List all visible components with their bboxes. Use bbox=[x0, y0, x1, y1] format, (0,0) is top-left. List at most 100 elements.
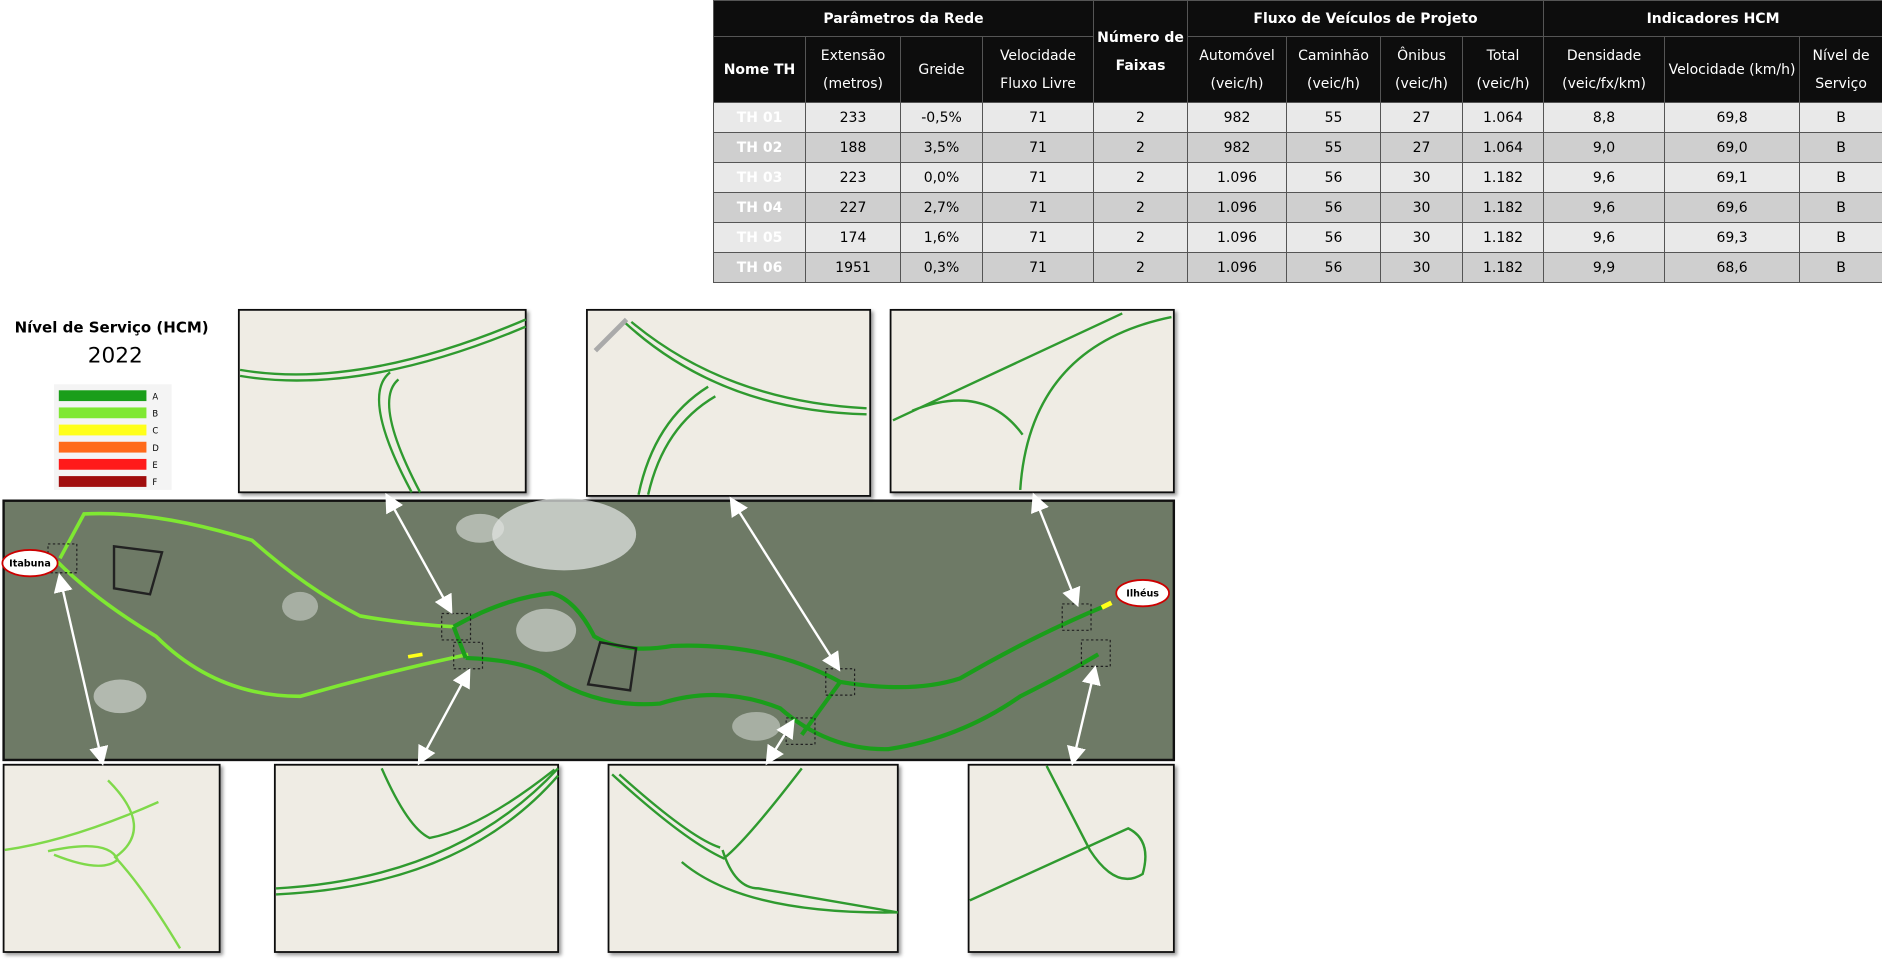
inset bbox=[2, 763, 221, 953]
group-header: Parâmetros da Rede bbox=[712, 0, 1095, 37]
table-cell: 1.182 bbox=[1462, 192, 1545, 223]
row-header: TH 02 bbox=[713, 132, 806, 163]
table-cell: 27 bbox=[1380, 102, 1464, 133]
table-cell: 71 bbox=[981, 102, 1095, 133]
legend-swatch bbox=[58, 441, 147, 453]
row-header: TH 01 bbox=[713, 102, 806, 133]
table-cell: 227 bbox=[805, 192, 901, 223]
table-cell: 2 bbox=[1093, 132, 1189, 163]
results-table: Parâmetros da Rede Número de Faixas Flux… bbox=[712, 0, 1882, 283]
table-row: TH 02 188 3,5% 71 2 982 55 27 1.064 9,0 69,0 B bbox=[713, 132, 1882, 163]
row-header: TH 03 bbox=[713, 162, 806, 193]
column-header: Nome TH bbox=[713, 36, 806, 103]
column-header: Caminhão (veic/h) bbox=[1286, 36, 1382, 103]
table-cell: 2 bbox=[1093, 162, 1189, 193]
cloud bbox=[516, 608, 577, 652]
route-segment bbox=[1100, 600, 1113, 610]
table-cell: 9,6 bbox=[1543, 222, 1666, 253]
table-cell: 69,3 bbox=[1664, 222, 1801, 253]
legend-title: Nível de Serviço (HCM) bbox=[15, 319, 209, 337]
table-cell: 1.064 bbox=[1462, 132, 1545, 163]
table-cell: 8,8 bbox=[1543, 102, 1666, 133]
table-cell: 30 bbox=[1380, 222, 1464, 253]
table-cell: 233 bbox=[805, 102, 901, 133]
legend-label: A bbox=[152, 391, 158, 401]
column-header: Greide bbox=[900, 36, 983, 103]
table-cell: 27 bbox=[1380, 132, 1464, 163]
legend-swatch bbox=[58, 476, 147, 487]
group-header: Fluxo de Veículos de Projeto bbox=[1187, 0, 1545, 37]
urban-streets bbox=[112, 544, 638, 692]
group-header: Indicadores HCM bbox=[1543, 0, 1882, 37]
table-cell: 71 bbox=[981, 252, 1095, 283]
legend-swatch bbox=[58, 407, 147, 419]
city-label: Ilhéus bbox=[1126, 588, 1159, 600]
table-cell: 56 bbox=[1286, 192, 1382, 223]
legend-bg bbox=[54, 384, 172, 490]
cloud bbox=[456, 513, 505, 543]
table-cell: B bbox=[1799, 192, 1882, 223]
cloud bbox=[732, 711, 781, 741]
cloud bbox=[282, 591, 319, 621]
table-cell: 55 bbox=[1286, 102, 1382, 133]
column-header: Total (veic/h) bbox=[1462, 36, 1545, 103]
table-cell: 2,7% bbox=[900, 192, 983, 223]
callout-arrows bbox=[53, 492, 1101, 766]
inset bbox=[607, 763, 899, 953]
table-row: TH 05 174 1,6% 71 2 1.096 56 30 1.182 9,6 69,3 B bbox=[713, 222, 1882, 253]
table-cell: 9,6 bbox=[1543, 192, 1666, 223]
table-cell: 1951 bbox=[805, 252, 901, 283]
inset bbox=[237, 308, 527, 494]
table-cell: 982 bbox=[1187, 132, 1288, 163]
table-cell: 56 bbox=[1286, 252, 1382, 283]
table-cell: 188 bbox=[805, 132, 901, 163]
table-cell: 71 bbox=[981, 222, 1095, 253]
inset bbox=[586, 308, 872, 497]
inset-views bbox=[2, 308, 1175, 953]
table-cell: 71 bbox=[981, 192, 1095, 223]
column-header: Ônibus (veic/h) bbox=[1380, 36, 1464, 103]
table-cell: 2 bbox=[1093, 192, 1189, 223]
legend-label: D bbox=[152, 443, 158, 453]
table-cell: 30 bbox=[1380, 162, 1464, 193]
table-cell: 71 bbox=[981, 162, 1095, 193]
legend-label: B bbox=[152, 408, 158, 418]
table-cell: 71 bbox=[981, 132, 1095, 163]
table-cell: 9,0 bbox=[1543, 132, 1666, 163]
table-cell: 2 bbox=[1093, 252, 1189, 283]
cloud bbox=[492, 498, 637, 571]
table-cell: 1.182 bbox=[1462, 162, 1545, 193]
table-cell: 30 bbox=[1380, 192, 1464, 223]
table-cell: 9,9 bbox=[1543, 252, 1666, 283]
table-cell: 1.096 bbox=[1187, 162, 1288, 193]
inset bbox=[967, 763, 1175, 953]
legend-label: C bbox=[152, 426, 158, 436]
route-dark bbox=[465, 652, 1100, 752]
table-cell: 1.096 bbox=[1187, 222, 1288, 253]
route-light bbox=[58, 511, 454, 629]
table-cell: 1.182 bbox=[1462, 252, 1545, 283]
table-cell: -0,5% bbox=[900, 102, 983, 133]
table-row: TH 04 227 2,7% 71 2 1.096 56 30 1.182 9,6 69,6 B bbox=[713, 192, 1882, 223]
row-header: TH 06 bbox=[713, 252, 806, 283]
table-cell: 2 bbox=[1093, 222, 1189, 253]
legend-year: 2022 bbox=[88, 344, 143, 369]
table-cell: 3,5% bbox=[900, 132, 983, 163]
table-cell: 1.096 bbox=[1187, 252, 1288, 283]
table-cell: B bbox=[1799, 162, 1882, 193]
row-header: TH 04 bbox=[713, 192, 806, 223]
inset bbox=[273, 763, 560, 953]
table-cell: 69,0 bbox=[1664, 132, 1801, 163]
table-cell: 0,0% bbox=[900, 162, 983, 193]
main-map: Itabuna Ilhéus bbox=[1, 498, 1176, 762]
column-header: Automóvel (veic/h) bbox=[1187, 36, 1288, 103]
table-cell: 1.182 bbox=[1462, 222, 1545, 253]
table-cell: B bbox=[1799, 222, 1882, 253]
table-cell: 30 bbox=[1380, 252, 1464, 283]
table-cell: 69,8 bbox=[1664, 102, 1801, 133]
legend-swatch bbox=[58, 390, 147, 402]
route-dark bbox=[452, 590, 1106, 690]
